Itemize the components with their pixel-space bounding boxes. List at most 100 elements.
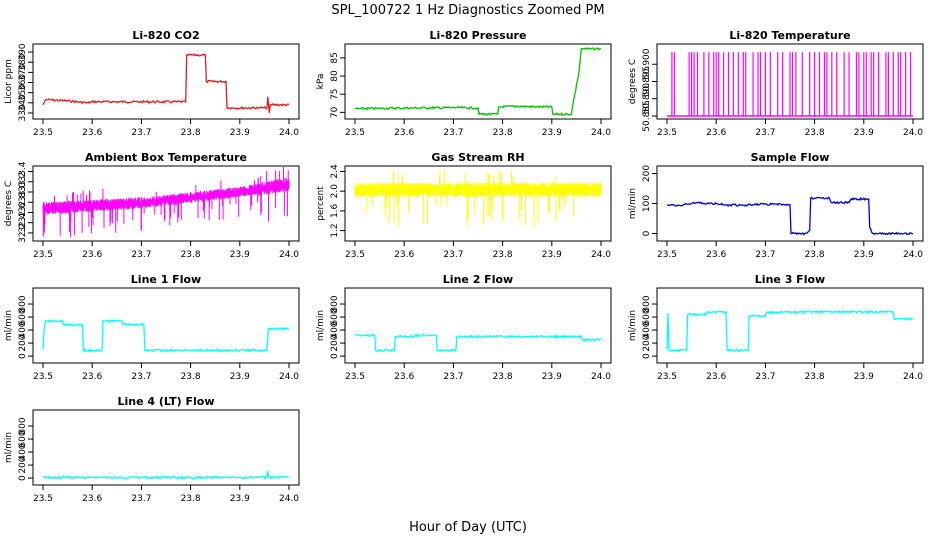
x-tick-label: 23.6 (706, 372, 726, 382)
x-tick-label: 23.8 (493, 128, 513, 138)
panel-10: Line 4 (LT) Flow ml/min 23.5 23.6 23.7 23.8 23… (4, 395, 300, 504)
x-tick-label: 23.5 (33, 372, 53, 382)
x-tick-label: 23.7 (131, 250, 151, 260)
x-tick-label: 23.6 (82, 128, 102, 138)
panel-title: Gas Stream RH (431, 151, 524, 164)
panel-1: Li-820 CO2 Licor ppm 23.5 23.6 23.7 23.8 23.9 2… (4, 29, 300, 138)
y-tick-label: 800 (18, 417, 28, 434)
x-tick-label: 23.5 (657, 128, 677, 138)
y-tick-label: 0 (18, 475, 28, 481)
x-tick-label: 24.0 (591, 250, 611, 260)
y-axis-label: kPa (316, 74, 326, 90)
y-tick-label: 380 (18, 53, 28, 70)
y-tick-label: 50.900 (642, 48, 652, 80)
y-tick-label: 800 (18, 295, 28, 312)
x-tick-label: 23.6 (82, 250, 102, 260)
panels: Li-820 CO2 Licor ppm 23.5 23.6 23.7 23.8 23.9 2… (4, 29, 924, 504)
x-tick-label: 23.8 (493, 250, 513, 260)
x-tick-label: 23.8 (805, 372, 825, 382)
y-tick-label: 0 (642, 353, 652, 359)
y-tick-label: 350 (18, 84, 28, 101)
y-tick-label: 2.4 (330, 164, 340, 179)
y-tick-label: 400 (18, 321, 28, 338)
panel-title: Line 1 Flow (131, 273, 201, 286)
x-tick-label: 23.8 (181, 128, 201, 138)
x-tick-label: 24.0 (591, 128, 611, 138)
y-tick-label: 400 (18, 443, 28, 460)
series-line (666, 309, 914, 353)
y-tick-label: 330 (18, 104, 28, 121)
plot-frame (32, 165, 300, 242)
y-axis-label: ml/min (628, 310, 638, 341)
x-tick-label: 23.5 (657, 372, 677, 382)
panel-title: Li-820 CO2 (132, 29, 199, 42)
y-tick-label: 50.890 (642, 83, 652, 115)
x-tick-label: 23.5 (33, 128, 53, 138)
panel-title: Line 3 Flow (755, 273, 825, 286)
series-band (42, 167, 290, 238)
y-tick-label: 32.8 (18, 192, 28, 212)
panel-7: Line 1 Flow ml/min 23.5 23.6 23.7 23.8 23.9 24.… (4, 273, 300, 382)
x-tick-label: 23.9 (542, 128, 562, 138)
x-tick-label: 23.8 (181, 250, 201, 260)
x-tick-label: 24.0 (279, 250, 299, 260)
y-axis-label: ml/min (628, 188, 638, 219)
x-tick-label: 23.6 (82, 494, 102, 504)
y-tick-label: 100 (642, 195, 652, 212)
y-axis-label: ml/min (316, 310, 326, 341)
x-tick-label: 24.0 (279, 372, 299, 382)
x-tick-label: 23.9 (542, 372, 562, 382)
plot-frame (32, 43, 300, 120)
y-axis-label: Licor ppm (4, 59, 14, 104)
panel-8: Line 2 Flow ml/min 23.5 23.6 23.7 23.8 23.9 24.… (316, 273, 612, 382)
x-tick-label: 24.0 (591, 372, 611, 382)
y-tick-label: 33.4 (18, 161, 28, 181)
y-axis-label: degrees C (628, 59, 638, 104)
x-tick-label: 23.6 (394, 372, 414, 382)
y-tick-label: 32.6 (18, 202, 28, 222)
figure-xlabel: Hour of Day (UTC) (409, 520, 527, 535)
y-tick-label: 200 (330, 334, 340, 351)
x-tick-label: 23.9 (230, 372, 250, 382)
y-tick-label: 200 (642, 165, 652, 182)
series-line (666, 196, 914, 236)
y-tick-label: 80 (330, 70, 340, 82)
y-axis-label: ml/min (4, 310, 14, 341)
series-band (354, 169, 602, 228)
x-tick-label: 23.9 (230, 128, 250, 138)
x-tick-label: 23.8 (805, 128, 825, 138)
y-tick-label: 360 (18, 74, 28, 91)
x-tick-label: 23.7 (131, 128, 151, 138)
series-line (354, 333, 602, 353)
y-tick-label: 32.4 (18, 212, 28, 232)
plot-frame (344, 287, 612, 364)
panel-title: Ambient Box Temperature (85, 151, 247, 164)
x-tick-label: 23.6 (706, 128, 726, 138)
y-axis-label: percent (316, 186, 326, 221)
panel-6: Sample Flow ml/min 23.5 23.6 23.7 23.8 23.9 24.… (628, 151, 924, 260)
y-tick-label: 50.885 (642, 100, 652, 132)
y-tick-label: 400 (330, 321, 340, 338)
y-tick-label: 1.6 (330, 203, 340, 218)
x-tick-label: 23.5 (33, 494, 53, 504)
y-tick-label: 85 (330, 52, 340, 63)
x-tick-label: 23.5 (33, 250, 53, 260)
panel-3: Li-820 Temperature degrees C 23.5 23.6 23.7 2… (628, 29, 924, 138)
y-tick-label: 370 (18, 64, 28, 81)
x-tick-label: 23.7 (755, 250, 775, 260)
y-tick-label: 200 (18, 334, 28, 351)
y-tick-label: 0 (18, 353, 28, 359)
series-line (42, 470, 290, 480)
y-tick-label: 600 (330, 308, 340, 325)
x-tick-label: 23.5 (657, 250, 677, 260)
y-tick-label: 33.2 (18, 172, 28, 192)
y-tick-label: 800 (330, 295, 340, 312)
panel-4: Ambient Box Temperature degrees C 23.5 23.6… (4, 151, 300, 260)
panel-title: Sample Flow (751, 151, 830, 164)
x-tick-label: 24.0 (903, 128, 923, 138)
x-tick-label: 23.9 (854, 372, 874, 382)
panel-title: Line 4 (LT) Flow (118, 395, 215, 408)
y-tick-label: 1.2 (330, 223, 340, 237)
y-tick-label: 50.895 (642, 66, 652, 98)
x-tick-label: 23.6 (706, 250, 726, 260)
